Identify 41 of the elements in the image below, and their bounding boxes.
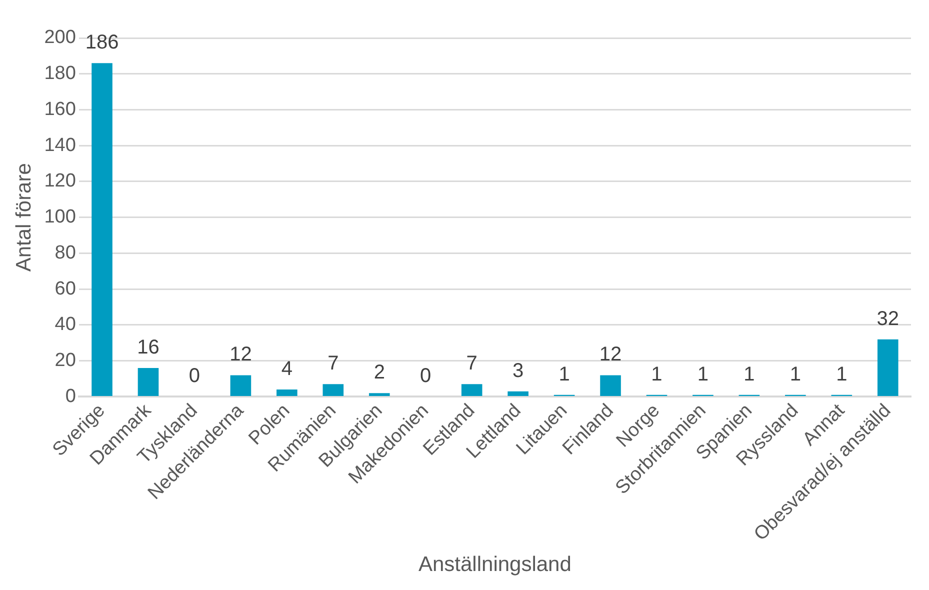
data-label: 1 — [744, 363, 755, 386]
bar — [92, 63, 112, 396]
data-label: 186 — [85, 32, 119, 54]
y-tick-label: 40 — [54, 314, 76, 336]
data-label: 0 — [420, 365, 432, 388]
data-label: 1 — [697, 363, 709, 386]
bar — [322, 384, 344, 396]
data-label: 4 — [281, 358, 292, 380]
y-tick-label: 120 — [44, 170, 76, 192]
bar — [138, 368, 159, 396]
y-tick-label: 160 — [44, 98, 76, 120]
data-label: 12 — [230, 344, 252, 366]
data-label: 16 — [137, 336, 160, 359]
bar — [230, 375, 252, 396]
y-tick-label: 60 — [54, 278, 76, 300]
data-label: 1 — [790, 363, 801, 386]
y-tick-label: 100 — [44, 206, 76, 228]
data-label: 1 — [651, 363, 662, 386]
bar — [276, 390, 298, 396]
data-label: 32 — [876, 308, 900, 330]
y-axis-title: Antal förare — [12, 163, 36, 272]
data-label: 7 — [466, 352, 478, 375]
data-label: 3 — [512, 360, 524, 382]
bar — [368, 393, 390, 396]
data-label: 1 — [558, 363, 570, 386]
y-tick-label: 200 — [44, 27, 76, 48]
data-label: 1 — [836, 363, 848, 386]
y-tick-label: 20 — [54, 350, 76, 372]
x-axis-title: Anställningsland — [418, 553, 572, 576]
data-label: 7 — [328, 352, 339, 375]
bar — [461, 384, 482, 396]
data-label: 2 — [374, 362, 385, 384]
bar — [508, 391, 528, 396]
y-tick-label: 0 — [65, 386, 76, 407]
data-label: 0 — [188, 365, 200, 388]
bar — [600, 375, 621, 396]
y-tick-label: 80 — [54, 242, 76, 264]
y-tick-label: 180 — [44, 63, 76, 84]
bar — [877, 339, 898, 396]
data-label: 12 — [599, 344, 622, 366]
y-tick-label: 140 — [44, 134, 76, 156]
